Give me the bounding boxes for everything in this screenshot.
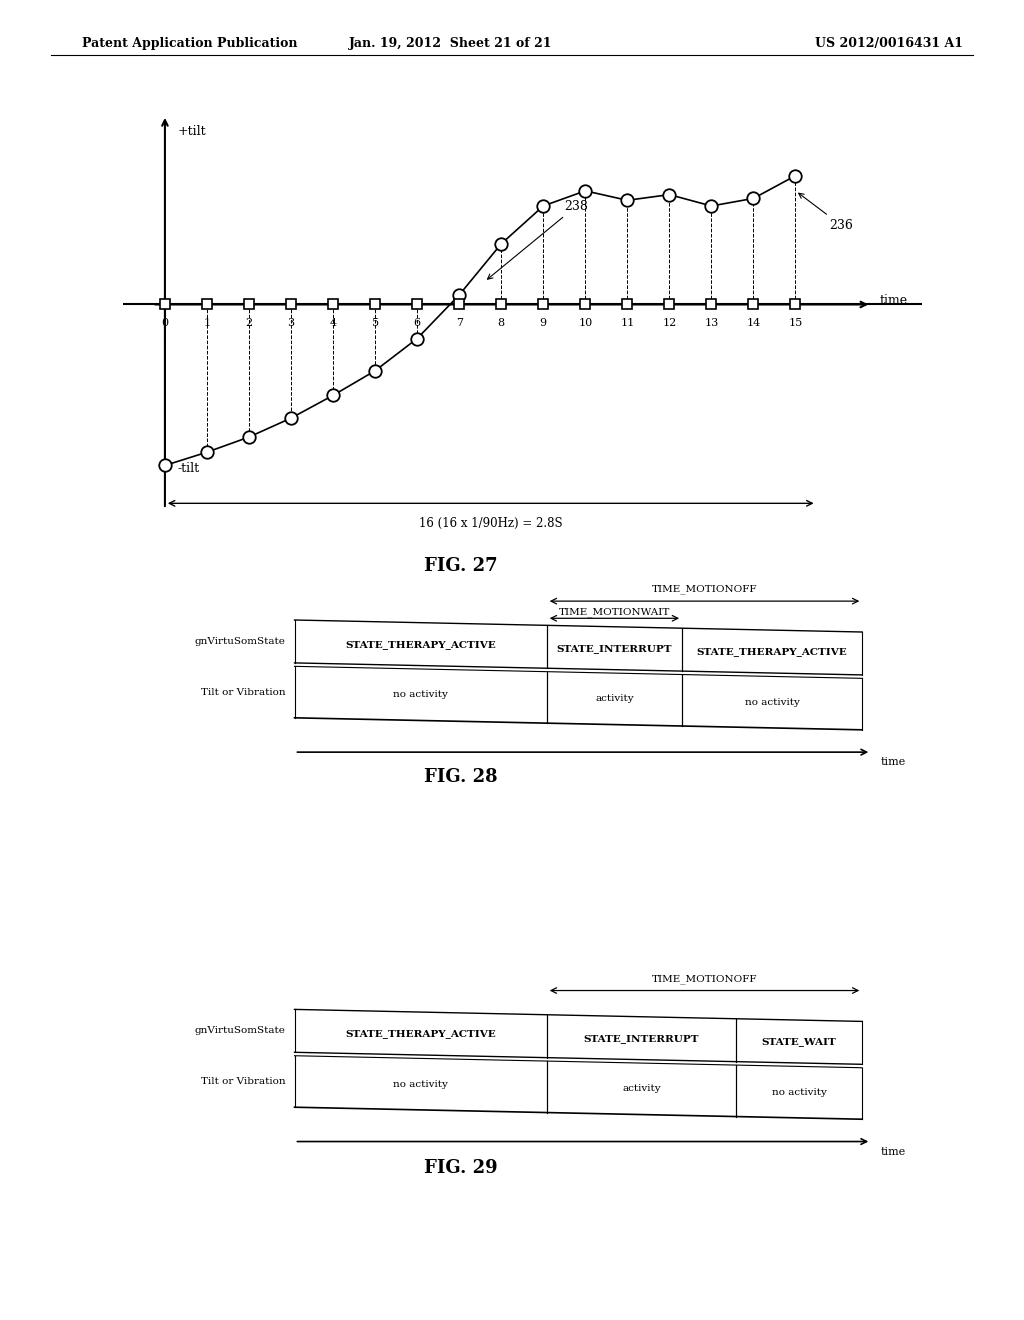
Text: STATE_THERAPY_ACTIVE: STATE_THERAPY_ACTIVE [345, 640, 496, 648]
Text: STATE_THERAPY_ACTIVE: STATE_THERAPY_ACTIVE [696, 647, 848, 656]
Text: 1: 1 [204, 318, 211, 327]
Text: STATE_INTERRUPT: STATE_INTERRUPT [557, 644, 672, 652]
Text: no activity: no activity [772, 1088, 826, 1097]
Text: 15: 15 [788, 318, 803, 327]
Text: 3: 3 [288, 318, 295, 327]
Text: 5: 5 [372, 318, 379, 327]
Text: Jan. 19, 2012  Sheet 21 of 21: Jan. 19, 2012 Sheet 21 of 21 [349, 37, 552, 50]
Text: 236: 236 [799, 193, 853, 232]
Text: STATE_INTERRUPT: STATE_INTERRUPT [584, 1034, 699, 1043]
Text: FIG. 28: FIG. 28 [424, 768, 498, 787]
Text: -tilt: -tilt [177, 462, 200, 475]
Text: 16 (16 x 1/90Hz) = 2.8S: 16 (16 x 1/90Hz) = 2.8S [419, 516, 562, 529]
Text: no activity: no activity [393, 690, 449, 700]
Text: US 2012/0016431 A1: US 2012/0016431 A1 [814, 37, 963, 50]
Text: TIME_MOTIONOFF: TIME_MOTIONOFF [651, 585, 758, 594]
Text: Tilt or Vibration: Tilt or Vibration [201, 688, 286, 697]
Text: FIG. 27: FIG. 27 [424, 557, 498, 576]
Text: 10: 10 [579, 318, 593, 327]
Text: 6: 6 [414, 318, 421, 327]
Text: 8: 8 [498, 318, 505, 327]
Text: activity: activity [595, 694, 634, 704]
Text: 4: 4 [330, 318, 337, 327]
Text: 0: 0 [162, 318, 169, 327]
Text: 13: 13 [705, 318, 719, 327]
Text: time: time [881, 758, 905, 767]
Text: FIG. 29: FIG. 29 [424, 1159, 498, 1177]
Text: time: time [881, 1147, 905, 1156]
Text: gnVirtuSomState: gnVirtuSomState [195, 638, 286, 645]
Text: no activity: no activity [393, 1080, 449, 1089]
Text: 9: 9 [540, 318, 547, 327]
Text: no activity: no activity [744, 698, 800, 706]
Text: TIME_MOTIONWAIT: TIME_MOTIONWAIT [559, 607, 670, 616]
Text: Tilt or Vibration: Tilt or Vibration [201, 1077, 286, 1086]
Text: 12: 12 [663, 318, 677, 327]
Text: STATE_THERAPY_ACTIVE: STATE_THERAPY_ACTIVE [345, 1030, 496, 1038]
Text: Patent Application Publication: Patent Application Publication [82, 37, 297, 50]
Text: 7: 7 [456, 318, 463, 327]
Text: 238: 238 [487, 199, 588, 280]
Text: STATE_WAIT: STATE_WAIT [762, 1038, 837, 1045]
Text: 2: 2 [246, 318, 253, 327]
Text: 14: 14 [746, 318, 761, 327]
Text: TIME_MOTIONOFF: TIME_MOTIONOFF [651, 974, 758, 983]
Text: gnVirtuSomState: gnVirtuSomState [195, 1027, 286, 1035]
Text: 11: 11 [621, 318, 635, 327]
Text: time: time [880, 294, 907, 308]
Text: activity: activity [623, 1084, 660, 1093]
Text: +tilt: +tilt [177, 124, 206, 137]
